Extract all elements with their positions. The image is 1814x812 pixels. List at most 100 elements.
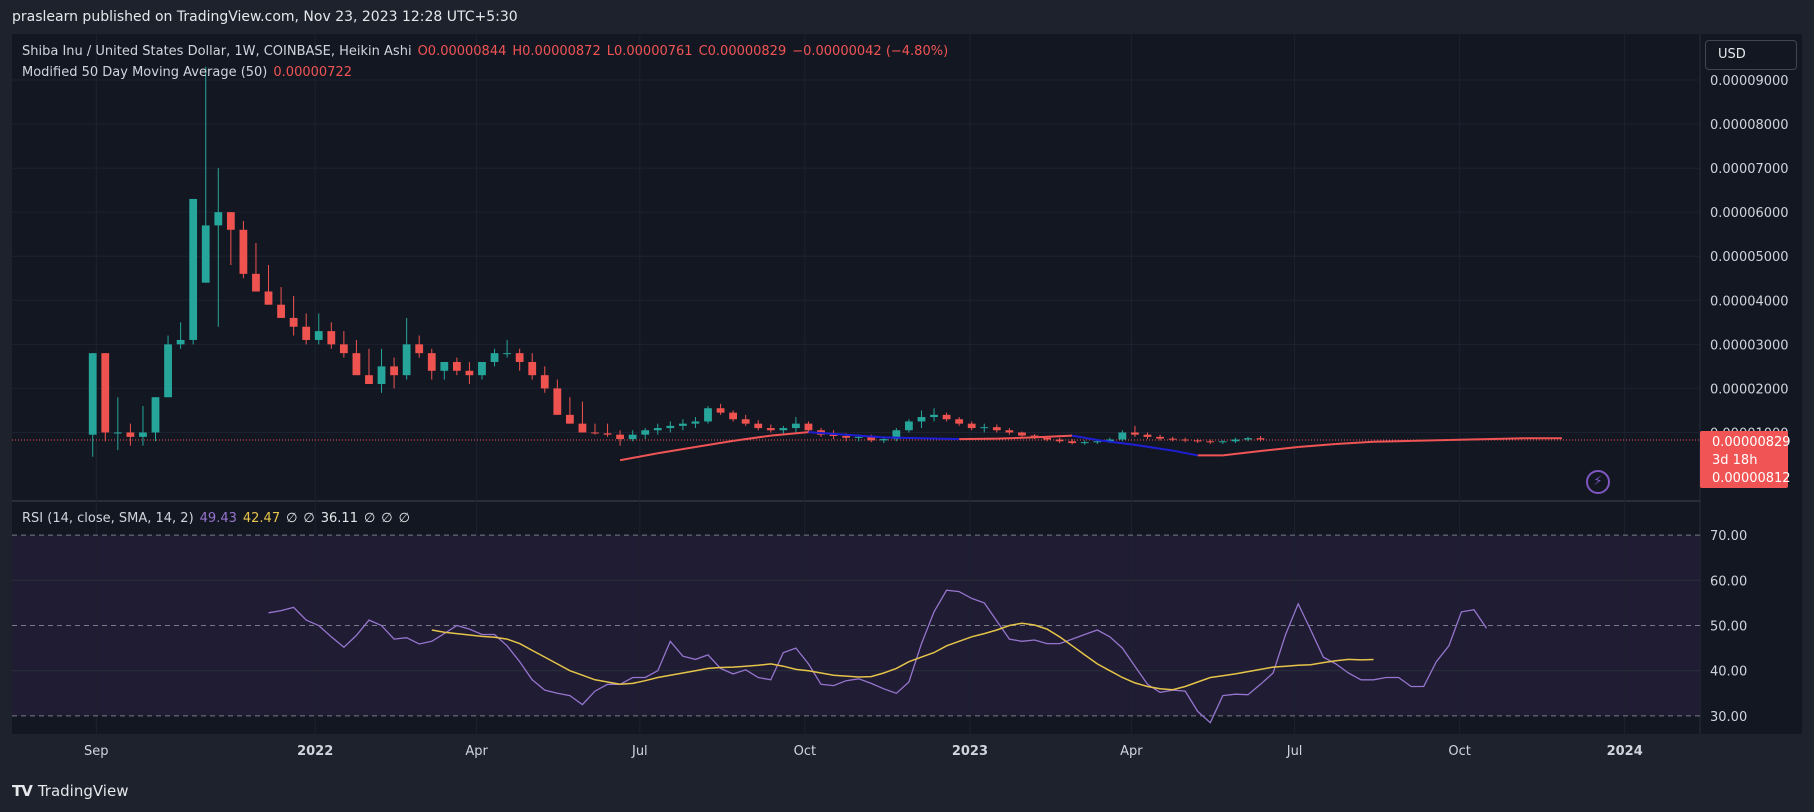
rsi-empty-3: ∅ (363, 511, 376, 526)
candle-body (1181, 439, 1190, 441)
candle-body (1193, 440, 1202, 442)
tradingview-logo-icon[interactable]: TV (12, 782, 33, 800)
candle-body (729, 412, 738, 420)
candle-body (252, 273, 260, 292)
ma-line-segment (1260, 446, 1299, 453)
legend-change: −0.00000042 (−4.80%) (792, 44, 949, 59)
candle-body (1218, 441, 1227, 443)
candle-body (967, 423, 976, 429)
price-legend: Shiba Inu / United States Dollar, 1W, CO… (22, 44, 954, 59)
ma-line-segment (657, 446, 696, 455)
candle-body (1080, 442, 1089, 444)
candle-body (226, 212, 235, 230)
candle-body (804, 423, 813, 431)
candle-body (942, 414, 951, 420)
ma-line-segment (1222, 450, 1261, 457)
candle-body (1068, 441, 1077, 444)
candle-body (139, 432, 147, 437)
candle-body (578, 423, 587, 433)
candle-body (101, 353, 110, 433)
rsi-empty-2: ∅ (303, 511, 315, 526)
candle-body (779, 428, 788, 431)
candle-body (641, 430, 650, 435)
candle-body (741, 419, 750, 424)
price-tag-label: 0.00000812 (1712, 471, 1791, 486)
candle-body (1206, 441, 1215, 443)
candle-body (553, 388, 562, 415)
candle-body (955, 419, 964, 424)
footer: TV TradingView (12, 782, 128, 800)
time-tick-label: 2023 (952, 744, 988, 759)
legend-low: L0.00000761 (606, 44, 693, 59)
price-tag-label: 0.00000829 (1712, 435, 1791, 450)
time-tick-label: Jul (1286, 744, 1303, 759)
legend-close: C0.00000829 (698, 44, 787, 59)
candle-body (1018, 432, 1026, 436)
candle-body (704, 408, 712, 422)
candle-body (151, 397, 160, 433)
ma-line-segment (770, 431, 809, 437)
ma-line-segment (732, 434, 771, 442)
price-tick-label: 0.00005000 (1710, 250, 1789, 265)
price-tick-label: 0.00009000 (1710, 74, 1789, 89)
candle-body (691, 421, 700, 424)
candle-body (1256, 438, 1265, 440)
ma-line-segment (846, 433, 884, 439)
ma-line-segment (921, 437, 960, 441)
candle-body (415, 344, 424, 354)
candle-body (879, 439, 888, 441)
symbol-label[interactable]: Shiba Inu / United States Dollar, 1W, CO… (22, 44, 412, 59)
ma-line-segment (1486, 437, 1525, 441)
ma-label[interactable]: Modified 50 Day Moving Average (50) (22, 65, 268, 80)
footer-brand[interactable]: TradingView (37, 782, 129, 800)
currency-button[interactable]: USD (1705, 40, 1797, 70)
candle-body (565, 414, 574, 424)
candle-body (214, 212, 223, 226)
candle-body (930, 414, 938, 418)
price-tick-label: 0.00008000 (1710, 118, 1789, 133)
candle-body (1231, 439, 1240, 442)
candle-body (854, 436, 863, 438)
candle-body (842, 435, 851, 438)
published-header: praslearn published on TradingView.com, … (12, 9, 518, 25)
flash-icon[interactable]: ⚡ (1586, 470, 1610, 494)
candle-body (653, 428, 662, 431)
candle-body (490, 353, 499, 362)
candle-body (352, 353, 361, 376)
price-tick-label: 0.00006000 (1710, 206, 1789, 221)
candle-body (867, 436, 876, 441)
rsi-ma-value: 42.47 (242, 511, 281, 526)
ma-line-segment (1373, 439, 1412, 443)
ma-line-segment (619, 452, 658, 462)
candle-body (992, 427, 1001, 431)
rsi-label[interactable]: RSI (14, close, SMA, 14, 2) (22, 511, 194, 526)
candle-body (540, 375, 549, 389)
candle-body (440, 361, 449, 371)
candle-body (503, 353, 511, 355)
candle-body (1156, 436, 1164, 439)
candle-body (314, 331, 323, 340)
candle-body (478, 361, 486, 376)
candle-body (302, 326, 311, 340)
candle-body (917, 417, 926, 422)
time-tick-label: Oct (1448, 744, 1470, 759)
candle-body (365, 375, 373, 385)
price-tag (1700, 431, 1788, 488)
candle-body (201, 225, 210, 283)
candle-body (88, 353, 97, 435)
ma-line-segment (695, 439, 734, 449)
candle-body (1055, 439, 1064, 442)
candle-body (452, 361, 461, 371)
ma-line-segment (1071, 434, 1098, 441)
candle-body (327, 331, 336, 345)
candle-body (1105, 439, 1114, 442)
ma-line-segment (1097, 439, 1136, 446)
legend-open: O0.00000844 (417, 44, 507, 59)
candle-body (905, 421, 913, 431)
rsi-value: 49.43 (199, 511, 237, 526)
candle-body (679, 423, 687, 426)
candle-body (189, 198, 198, 340)
candle-body (603, 433, 612, 435)
ma-line-segment (1034, 434, 1073, 439)
